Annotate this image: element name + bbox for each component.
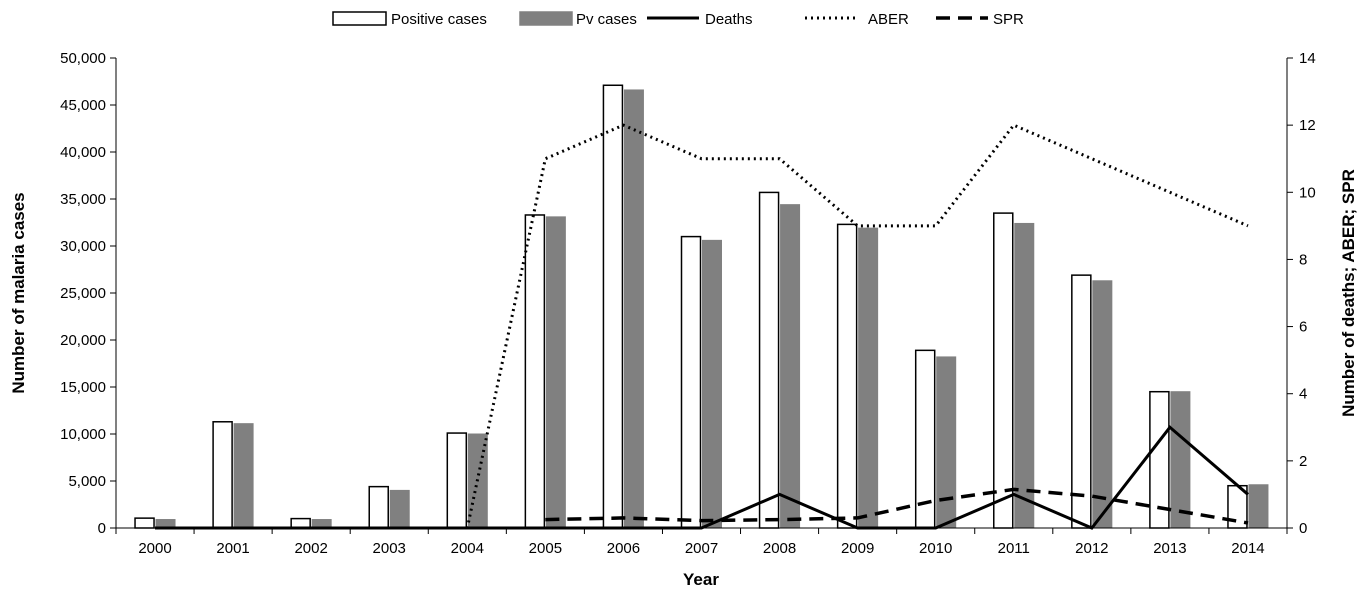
y-tick-label: 30,000 [60, 238, 106, 255]
positive-cases-bar-2001 [212, 421, 233, 529]
y-tick-label: 45,000 [60, 97, 106, 114]
x-tick-label: 2000 [138, 540, 171, 557]
pv-cases-bar-2007 [702, 239, 722, 529]
pv-cases-bar-2003 [389, 489, 410, 529]
legend-label-positive-cases: Positive cases [391, 11, 487, 28]
positive-cases-bar-2000 [134, 517, 155, 529]
y2-tick-label: 4 [1299, 386, 1307, 403]
legend-label-spr: SPR [993, 11, 1024, 28]
x-tick-label: 2007 [685, 540, 718, 557]
legend-label-deaths: Deaths [705, 11, 753, 28]
y-tick-label: 35,000 [60, 191, 106, 208]
x-tick-label: 2001 [216, 540, 249, 557]
positive-cases-bar-2003 [368, 485, 389, 529]
x-tick-label: 2010 [919, 540, 952, 557]
x-tick-label: 2012 [1075, 540, 1108, 557]
x-tick-label: 2006 [607, 540, 640, 557]
pv-cases-bar-2014 [1248, 484, 1269, 529]
legend: Positive cases Pv cases Deaths ABER SPR [332, 11, 1024, 28]
positive-cases-bar-2009 [836, 223, 858, 529]
x-tick-label: 2014 [1231, 540, 1264, 557]
y-tick-label: 0 [98, 520, 106, 537]
y-tick-label: 40,000 [60, 144, 106, 161]
pv-cases-bar-2001 [233, 423, 254, 529]
positive-cases-bar-2005 [524, 214, 546, 529]
x-tick-label: 2008 [763, 540, 796, 557]
y2-tick-label: 2 [1299, 453, 1307, 470]
pv-cases-bar-2010 [936, 356, 957, 529]
x-tick-label: 2011 [998, 540, 1030, 557]
y2-tick-label: 12 [1299, 117, 1316, 134]
positive-cases-bar-2011 [993, 212, 1014, 529]
y2-tick-label: 0 [1299, 520, 1307, 537]
y2-tick-label: 10 [1299, 184, 1316, 201]
pv-cases-bar-2006 [623, 89, 644, 529]
x-tick-label: 2003 [373, 540, 406, 557]
positive-cases-bar-2008 [758, 191, 780, 529]
y-tick-label: 25,000 [60, 285, 106, 302]
legend-label-aber: ABER [868, 11, 909, 28]
pv-cases-bar-2005 [545, 216, 566, 529]
tick-labels: 0 5,000 10,000 15,000 20,000 25,000 30,000 35,0… [60, 50, 1316, 557]
pv-cases-bar-2012 [1092, 280, 1113, 529]
positive-cases-bar-2007 [680, 235, 702, 529]
x-tick-label: 2005 [529, 540, 562, 557]
pv-cases-bar-2008 [780, 204, 801, 529]
y2-tick-label: 6 [1299, 319, 1307, 336]
x-tick-label: 2002 [294, 540, 327, 557]
spr-line [545, 487, 1249, 525]
y2-tick-label: 14 [1299, 50, 1316, 67]
y-tick-label: 10,000 [60, 426, 106, 443]
positive-cases-bar-2004 [446, 432, 468, 529]
legend-swatch-pv-cases [519, 11, 573, 26]
pv-cases-bar-2009 [858, 227, 879, 529]
y2-axis-title: Number of deaths; ABER; SPR [1339, 169, 1358, 417]
x-tick-label: 2013 [1153, 540, 1186, 557]
x-tick-label: 2009 [841, 540, 874, 557]
x-tick-label: 2004 [451, 540, 484, 557]
y-tick-label: 5,000 [68, 473, 106, 490]
bars [134, 84, 1269, 529]
axes [110, 57, 1293, 534]
pv-cases-bar-2013 [1170, 391, 1191, 529]
pv-cases-bar-2011 [1014, 222, 1035, 529]
legend-swatch-positive-cases [332, 11, 387, 26]
legend-label-pv-cases: Pv cases [576, 11, 637, 28]
positive-cases-bar-2012 [1071, 274, 1092, 529]
x-axis-title: Year [683, 570, 719, 589]
y-tick-label: 20,000 [60, 332, 106, 349]
y-tick-label: 50,000 [60, 50, 106, 67]
aber-line [155, 123, 1249, 530]
y-axis-title: Number of malaria cases [9, 192, 28, 393]
y2-tick-label: 8 [1299, 251, 1307, 268]
y-tick-label: 15,000 [60, 379, 106, 396]
positive-cases-bar-2006 [602, 84, 624, 529]
